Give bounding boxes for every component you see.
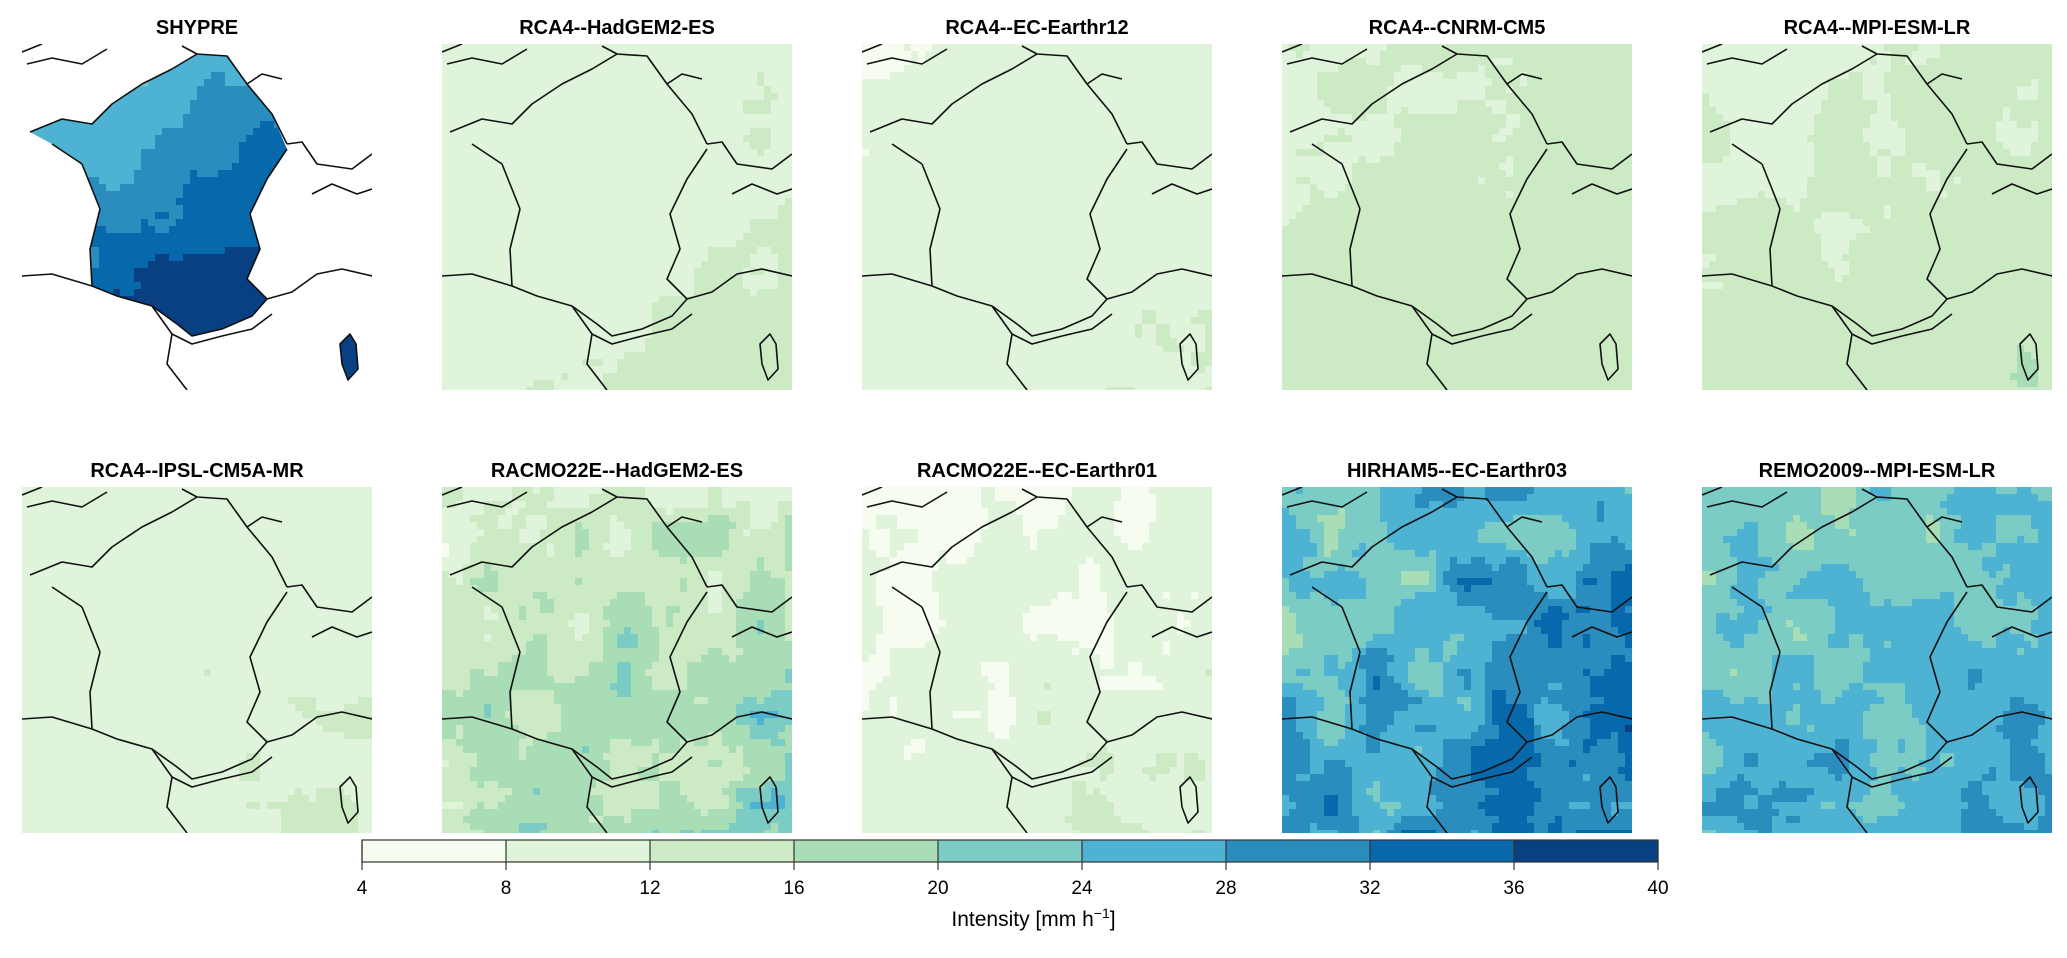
colorbar-bin [362,840,506,862]
country-borders [442,44,792,390]
panel-map [1282,487,1632,833]
map-panel: HIRHAM5--EC-Earthr03 [1282,459,1632,833]
colorbar-tick-label: 16 [783,878,804,900]
panel-map [442,44,792,390]
panel-title: RCA4--EC-Earthr12 [862,16,1212,40]
panel-map [1702,44,2052,390]
map-panel: RCA4--CNRM-CM5 [1282,16,1632,390]
country-borders [1702,487,2052,833]
intensity-field [1282,44,1632,390]
panel-title: RCA4--IPSL-CM5A-MR [22,459,372,483]
intensity-field [30,54,358,380]
intensity-field [1702,44,2052,390]
colorbar-tick-label: 8 [501,878,512,900]
colorbar-tick-label: 12 [639,878,660,900]
intensity-field [862,44,1212,390]
panel-map [1702,487,2052,833]
map-panel: SHYPRE [22,16,372,390]
panel-map [1282,44,1632,390]
intensity-field [442,44,792,390]
country-borders [1282,487,1632,833]
panel-title: RCA4--HadGEM2-ES [442,16,792,40]
intensity-field [442,487,792,833]
colorbar-tick-label: 40 [1647,878,1668,900]
intensity-field [1702,487,2052,833]
colorbar-tick-label: 36 [1503,878,1524,900]
colorbar-bin [1226,840,1370,862]
panel-title: SHYPRE [22,16,372,40]
panel-map [22,44,372,390]
country-borders [1282,44,1632,390]
map-panel: RCA4--MPI-ESM-LR [1702,16,2052,390]
map-panel: RCA4--IPSL-CM5A-MR [22,459,372,833]
panel-map [22,487,372,833]
country-borders [1702,44,2052,390]
colorbar-tick-label: 24 [1071,878,1092,900]
panel-title: RACMO22E--HadGEM2-ES [442,459,792,483]
country-borders [862,44,1212,390]
colorbar-bin [506,840,650,862]
country-borders [442,487,792,833]
country-borders [22,44,372,390]
panel-title: HIRHAM5--EC-Earthr03 [1282,459,1632,483]
colorbar-bin [794,840,938,862]
intensity-field [862,487,1212,833]
colorbar [361,839,1659,870]
intensity-field [1282,487,1632,833]
colorbar-tick-label: 20 [927,878,948,900]
colorbar-title-text: Intensity [mm h [951,908,1093,931]
map-panel: REMO2009--MPI-ESM-LR [1702,459,2052,833]
colorbar-bin [938,840,1082,862]
panel-title: RCA4--CNRM-CM5 [1282,16,1632,40]
colorbar-bin [1514,840,1658,862]
intensity-field [22,487,372,833]
colorbar-tick-label: 4 [357,878,368,900]
panel-title: REMO2009--MPI-ESM-LR [1702,459,2052,483]
map-panel: RACMO22E--EC-Earthr01 [862,459,1212,833]
colorbar-tick-label: 28 [1215,878,1236,900]
colorbar-tick-label: 32 [1359,878,1380,900]
colorbar-bin [650,840,794,862]
panel-map [862,487,1212,833]
colorbar-title-exponent: −1 [1094,905,1110,921]
panel-title: RACMO22E--EC-Earthr01 [862,459,1212,483]
map-panel: RCA4--HadGEM2-ES [442,16,792,390]
map-panel: RACMO22E--HadGEM2-ES [442,459,792,833]
map-panel: RCA4--EC-Earthr12 [862,16,1212,390]
panel-map [862,44,1212,390]
colorbar-title-close: ] [1110,908,1116,931]
panel-map [442,487,792,833]
colorbar-bin [1370,840,1514,862]
country-borders [862,487,1212,833]
colorbar-bin [1082,840,1226,862]
panel-title: RCA4--MPI-ESM-LR [1702,16,2052,40]
colorbar-title: Intensity [mm h−1] [0,905,2067,932]
country-borders [22,487,372,833]
